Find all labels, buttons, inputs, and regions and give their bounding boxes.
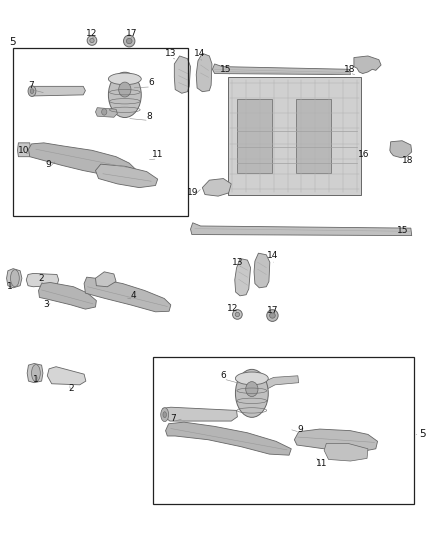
Text: 17: 17 [267, 306, 278, 314]
Text: 7: 7 [170, 414, 176, 423]
Ellipse shape [28, 86, 36, 96]
Ellipse shape [124, 35, 135, 47]
Ellipse shape [90, 38, 94, 43]
Polygon shape [390, 141, 412, 158]
Ellipse shape [163, 411, 166, 418]
Text: 1: 1 [7, 282, 13, 291]
Text: 1: 1 [33, 375, 39, 384]
Text: 3: 3 [43, 301, 49, 309]
Ellipse shape [108, 73, 141, 85]
Polygon shape [202, 179, 231, 196]
Polygon shape [294, 429, 378, 452]
Polygon shape [27, 364, 43, 383]
Text: 14: 14 [267, 252, 278, 260]
Polygon shape [95, 272, 116, 287]
Ellipse shape [108, 72, 141, 118]
Polygon shape [196, 53, 212, 92]
Text: 18: 18 [344, 65, 355, 74]
Ellipse shape [233, 310, 242, 319]
Polygon shape [161, 407, 237, 421]
Bar [296, 99, 331, 173]
Polygon shape [324, 443, 368, 461]
Text: 14: 14 [194, 49, 205, 58]
Text: 11: 11 [152, 150, 163, 159]
Polygon shape [95, 164, 158, 188]
Text: 17: 17 [126, 29, 137, 37]
Polygon shape [18, 143, 31, 157]
Ellipse shape [11, 270, 19, 287]
Polygon shape [39, 282, 96, 309]
Bar [237, 99, 272, 173]
Text: 9: 9 [297, 425, 303, 433]
Polygon shape [28, 143, 136, 177]
Polygon shape [174, 56, 191, 93]
Ellipse shape [267, 310, 278, 321]
Ellipse shape [246, 382, 258, 397]
Text: 9: 9 [45, 160, 51, 168]
Text: 12: 12 [227, 304, 239, 312]
Ellipse shape [161, 408, 169, 422]
Text: 13: 13 [165, 49, 177, 58]
Ellipse shape [102, 109, 107, 115]
Ellipse shape [235, 312, 240, 317]
Polygon shape [166, 422, 291, 455]
Ellipse shape [235, 369, 268, 417]
Ellipse shape [119, 82, 131, 97]
Polygon shape [212, 64, 350, 75]
Text: 6: 6 [220, 372, 226, 380]
Polygon shape [84, 277, 171, 312]
Text: 2: 2 [68, 384, 74, 392]
Text: 10: 10 [18, 146, 29, 155]
Text: 13: 13 [232, 258, 243, 266]
Text: 15: 15 [220, 65, 231, 74]
Ellipse shape [32, 365, 40, 382]
Ellipse shape [269, 313, 275, 318]
Polygon shape [191, 223, 412, 236]
Text: 7: 7 [28, 81, 35, 90]
Text: 11: 11 [316, 459, 328, 468]
Text: 15: 15 [397, 226, 409, 235]
Polygon shape [47, 367, 86, 385]
Polygon shape [26, 273, 59, 287]
Bar [13, 48, 188, 216]
Ellipse shape [87, 36, 97, 45]
Ellipse shape [235, 372, 268, 385]
Ellipse shape [126, 38, 132, 44]
Bar [228, 77, 361, 195]
Ellipse shape [30, 88, 34, 94]
Text: 5: 5 [9, 37, 16, 46]
Text: 4: 4 [131, 292, 136, 300]
Polygon shape [7, 269, 22, 288]
Polygon shape [354, 56, 381, 74]
Text: 5: 5 [419, 430, 426, 439]
Polygon shape [235, 259, 251, 296]
Bar [153, 357, 414, 504]
Text: 18: 18 [402, 157, 413, 165]
Text: 2: 2 [39, 274, 44, 282]
Text: 16: 16 [358, 150, 369, 159]
Polygon shape [254, 253, 270, 288]
Text: 12: 12 [86, 29, 98, 37]
Text: 8: 8 [146, 112, 152, 120]
Polygon shape [31, 86, 85, 96]
Text: 6: 6 [148, 78, 154, 87]
Text: 19: 19 [187, 189, 198, 197]
Polygon shape [252, 376, 299, 395]
Polygon shape [95, 108, 117, 117]
